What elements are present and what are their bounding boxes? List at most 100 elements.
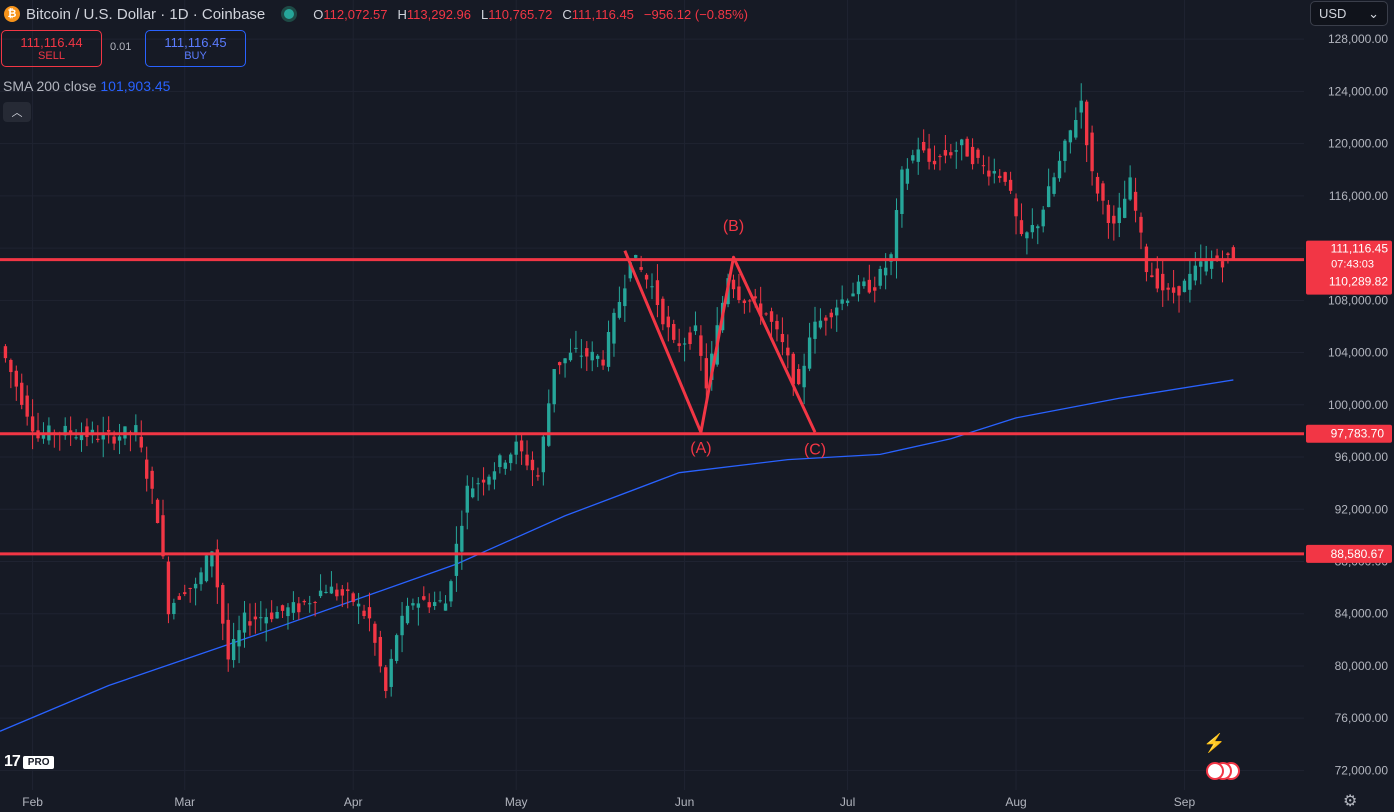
- sma-value: 101,903.45: [100, 78, 171, 94]
- candle-body: [1036, 226, 1040, 229]
- candle-body: [248, 621, 252, 626]
- candle-body: [378, 636, 383, 667]
- candle-body: [166, 561, 171, 615]
- candle-body: [1074, 120, 1078, 138]
- candle-body: [449, 581, 453, 602]
- candle-body: [1193, 265, 1198, 281]
- legend-header: ₿ Bitcoin / U.S. Dollar · 1D · Coinbase …: [0, 0, 748, 28]
- candle-body: [802, 365, 806, 388]
- y-tick-label: 128,000.00: [1328, 32, 1388, 46]
- open-value: 112,072.57: [323, 6, 388, 22]
- abc-pattern-line: [623, 250, 817, 434]
- candle-body: [30, 416, 35, 432]
- candle-body: [297, 603, 301, 613]
- candle-body: [856, 281, 861, 295]
- x-tick-label: Aug: [1005, 795, 1026, 809]
- candle-body: [563, 358, 567, 364]
- currency-select[interactable]: USD ⌄: [1310, 1, 1388, 26]
- candle-body: [210, 551, 214, 567]
- candle-body: [791, 353, 795, 385]
- candle-body: [25, 395, 29, 417]
- symbol-title[interactable]: Bitcoin / U.S. Dollar · 1D · Coinbase: [26, 5, 266, 23]
- lightning-icon[interactable]: ⚡: [1203, 733, 1226, 753]
- y-tick-label: 96,000.00: [1335, 450, 1389, 464]
- candle-body: [911, 155, 915, 161]
- candle-body: [998, 175, 1002, 178]
- sma-indicator-legend[interactable]: SMA 200 close 101,903.45: [3, 78, 170, 94]
- price-axis-bg: [1304, 0, 1394, 812]
- candle-body: [835, 307, 839, 316]
- candle-body: [552, 369, 556, 405]
- market-status-icon[interactable]: [281, 6, 298, 22]
- candle-body: [949, 152, 953, 156]
- tradingview-logo[interactable]: 17 PRO: [4, 753, 55, 771]
- candle-body: [106, 429, 111, 432]
- candle-body: [1068, 130, 1073, 143]
- candle-body: [139, 436, 143, 448]
- candle-body: [758, 303, 763, 316]
- candle-body: [1025, 232, 1029, 239]
- x-tick-label: May: [505, 795, 528, 809]
- candle-body: [134, 425, 138, 433]
- candle-body: [954, 150, 958, 152]
- collapse-legend-button[interactable]: ︿: [3, 102, 31, 122]
- candle-body: [867, 279, 872, 293]
- x-tick-label: Feb: [22, 795, 43, 809]
- candle-body: [921, 141, 926, 151]
- candle-body: [557, 362, 562, 366]
- current-price-tag: [1306, 240, 1392, 295]
- candle-body: [541, 436, 546, 473]
- low-value: 110,765.72: [488, 6, 553, 22]
- candle-body: [503, 462, 507, 469]
- candle-body: [85, 426, 89, 438]
- candle-body: [492, 471, 497, 480]
- candle-body: [883, 267, 888, 276]
- y-tick-label: 92,000.00: [1335, 502, 1389, 516]
- buy-button[interactable]: 111,116.45 BUY: [145, 30, 246, 67]
- candle-body: [960, 139, 964, 146]
- ohlc-values: O112,072.57 H113,292.96 L110,765.72 C111…: [313, 7, 748, 22]
- economic-events-icon[interactable]: [1206, 762, 1244, 780]
- candle-body: [1188, 273, 1192, 290]
- candle-body: [1046, 186, 1051, 208]
- candle-body: [20, 382, 24, 405]
- candle-body: [465, 485, 469, 513]
- candle-body: [74, 437, 78, 439]
- candle-body: [590, 351, 594, 361]
- candle-body: [916, 149, 920, 162]
- candle-body: [302, 601, 306, 603]
- candle-body: [601, 359, 605, 366]
- candle-body: [987, 170, 991, 177]
- candle-body: [275, 611, 279, 619]
- candle-body: [3, 346, 8, 359]
- candle-body: [204, 555, 209, 582]
- candle-body: [840, 299, 844, 304]
- candle-body: [308, 603, 312, 605]
- candle-body: [807, 337, 812, 369]
- sell-button[interactable]: 111,116.44 SELL: [1, 30, 102, 67]
- candle-body: [1231, 247, 1236, 260]
- candle-body: [221, 584, 225, 624]
- candle-body: [1106, 204, 1111, 224]
- settings-icon[interactable]: ⚙: [1343, 793, 1358, 810]
- spread-value: 0.01: [110, 41, 132, 53]
- candle-body: [1199, 261, 1203, 267]
- candle-body: [514, 441, 518, 455]
- candle-body: [976, 149, 980, 158]
- candle-body: [1155, 268, 1159, 289]
- candle-body: [318, 590, 323, 597]
- candle-body: [476, 483, 480, 485]
- candle-body: [215, 549, 220, 588]
- candle-body: [313, 602, 317, 604]
- candle-body: [1177, 286, 1181, 296]
- candle-body: [775, 320, 779, 330]
- candle-body: [769, 311, 774, 322]
- sma-200-line: [0, 379, 1234, 732]
- open-label: O: [313, 6, 324, 22]
- close-value: 111,116.45: [571, 6, 634, 22]
- candle-body: [824, 317, 828, 321]
- sma-label: SMA 200 close: [3, 78, 97, 94]
- candle-body: [101, 432, 105, 440]
- candle-body: [280, 605, 285, 611]
